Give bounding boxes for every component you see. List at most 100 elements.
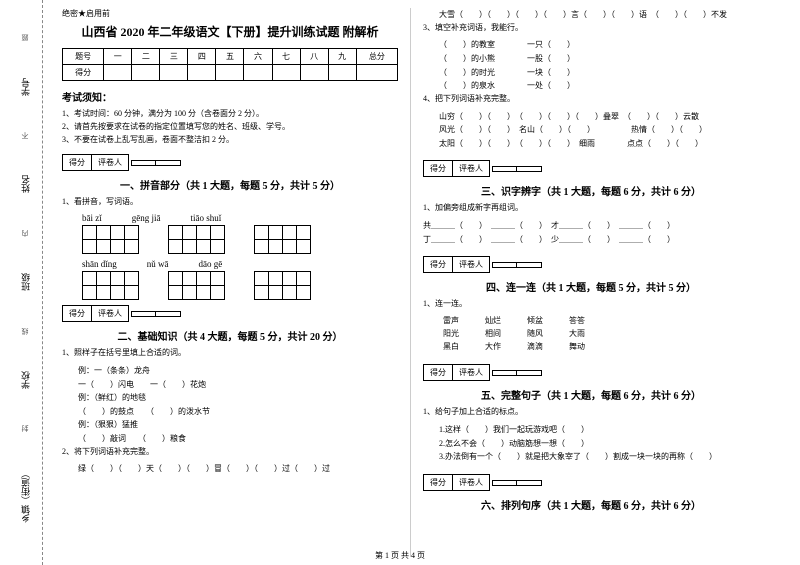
right-column: 大雪（ ）（ ）（ ）（ ）言（ ）（ ）语 （ ）（ ）不发 3、填空补充词语… bbox=[411, 8, 771, 557]
connect-word: 滴滴 bbox=[527, 341, 543, 352]
connect-row: 黑白 大作 滴滴 舞动 bbox=[423, 341, 759, 352]
instruction-item: 2、请首先按要求在试卷的指定位置填写您的姓名、班级、学号。 bbox=[62, 121, 398, 134]
score-label: 得分 bbox=[424, 365, 453, 380]
pinyin: dāo gē bbox=[199, 259, 223, 269]
fill-item: （ ）的小熊 一股（ ） bbox=[439, 52, 759, 66]
score-summary-table: 题号 一 二 三 四 五 六 七 八 九 总分 得分 bbox=[62, 48, 398, 81]
fill-row: 太阳（ ）（ ） （ ）（ ） 细雨 点点（ ）（ ） bbox=[439, 137, 759, 151]
example: 例：一（条条）龙舟 bbox=[78, 364, 398, 378]
page-container: 绝密★启用前 山西省 2020 年二年级语文【下册】提升训练试题 附解析 题号 … bbox=[0, 0, 800, 565]
left-column: 绝密★启用前 山西省 2020 年二年级语文【下册】提升训练试题 附解析 题号 … bbox=[50, 8, 410, 557]
section-1-title: 一、拼音部分（共 1 大题，每题 5 分，共计 5 分） bbox=[62, 177, 398, 192]
score-label: 得分 bbox=[63, 306, 92, 321]
fill-item: （ ）的泼水节 bbox=[150, 407, 210, 416]
fill-item: （ ）的鼓点 bbox=[78, 407, 134, 416]
th: 八 bbox=[300, 49, 328, 65]
char-grid-row bbox=[82, 271, 398, 299]
connect-word: 舞动 bbox=[569, 341, 585, 352]
section-2-title: 二、基础知识（共 4 大题，每题 5 分，共计 20 分） bbox=[62, 328, 398, 343]
margin-mark: 线 bbox=[20, 328, 30, 335]
character-box[interactable] bbox=[168, 225, 224, 253]
section-score-box-empty bbox=[131, 311, 181, 317]
pinyin-row: shān dǐng nǔ wā dāo gē bbox=[82, 259, 398, 269]
question-text: 1、照样子在括号里填上合适的词。 bbox=[62, 347, 398, 360]
connect-word: 大作 bbox=[485, 341, 501, 352]
question-text: 1、连一连。 bbox=[423, 298, 759, 311]
score-label: 得分 bbox=[424, 257, 453, 272]
section-score-box: 得分 评卷人 bbox=[423, 474, 490, 491]
grader-label: 评卷人 bbox=[453, 161, 489, 176]
fill-item: 一（ ）花炮 bbox=[150, 380, 206, 389]
margin-mark: 题 bbox=[20, 34, 30, 41]
section-5-title: 五、完整句子（共 1 大题，每题 6 分，共计 6 分） bbox=[423, 387, 759, 402]
pinyin: nǔ wā bbox=[147, 259, 169, 269]
margin-mark: 不 bbox=[20, 132, 30, 139]
instructions-heading: 考试须知： bbox=[62, 89, 398, 104]
exam-title: 山西省 2020 年二年级语文【下册】提升训练试题 附解析 bbox=[62, 23, 398, 40]
margin-mark: 内 bbox=[20, 230, 30, 237]
section-score-box-empty bbox=[492, 262, 542, 268]
example: 例：（狠狠）猛推 bbox=[78, 418, 398, 432]
connect-word: 阳光 bbox=[443, 328, 459, 339]
section-4-title: 四、连一连（共 1 大题，每题 5 分，共计 5 分） bbox=[423, 279, 759, 294]
character-box[interactable] bbox=[168, 271, 224, 299]
punct-item: 1.这样（ ）我们一起玩游戏吧（ ） bbox=[439, 423, 759, 437]
th: 四 bbox=[188, 49, 216, 65]
section-score-box-empty bbox=[492, 166, 542, 172]
page-footer: 第 1 页 共 4 页 bbox=[0, 550, 800, 561]
connect-row: 雷声 灿烂 倾盆 答答 bbox=[423, 315, 759, 326]
connect-word: 灿烂 bbox=[485, 315, 501, 326]
fill-item: （ ）的时光 一块（ ） bbox=[439, 66, 759, 80]
margin-label-name: 姓名 bbox=[19, 175, 32, 193]
th: 一 bbox=[104, 49, 132, 65]
connect-word: 大雨 bbox=[569, 328, 585, 339]
fold-line bbox=[42, 0, 43, 565]
character-box[interactable] bbox=[82, 225, 138, 253]
fill-row: 绿（ ）（ ）天（ ）（ ）冒（ ）（ ）过（ ）过 bbox=[62, 462, 398, 476]
fill-row: 风光（ ）（ ） 名山（ ）（ ） 热情（ ）（ ） bbox=[439, 123, 759, 137]
pinyin: shān dǐng bbox=[82, 259, 117, 269]
punct-item: 3.办法倒有一个（ ）就是把大象宰了（ ）割成一块一块的再称（ ） bbox=[439, 450, 759, 464]
th: 五 bbox=[216, 49, 244, 65]
fill-item: （ ）的教室 一只（ ） bbox=[439, 38, 759, 52]
section-3-title: 三、识字辨字（共 1 大题，每题 6 分，共计 6 分） bbox=[423, 183, 759, 198]
score-label: 得分 bbox=[63, 155, 92, 170]
instruction-item: 1、考试时间：60 分钟，满分为 100 分（含卷面分 2 分）。 bbox=[62, 108, 398, 121]
fill-item: （ ）粮食 bbox=[142, 434, 186, 443]
character-box[interactable] bbox=[82, 271, 138, 299]
section-score-box: 得分 评卷人 bbox=[423, 160, 490, 177]
margin-label-class: 班级 bbox=[19, 273, 32, 291]
fill-row: 共＿＿＿（ ） ＿＿＿（ ） 才＿＿＿（ ） ＿＿＿（ ） bbox=[423, 219, 759, 233]
character-box[interactable] bbox=[254, 271, 310, 299]
margin-label-id: 学号 bbox=[19, 78, 32, 96]
th: 三 bbox=[160, 49, 188, 65]
grader-label: 评卷人 bbox=[453, 365, 489, 380]
section-score-box: 得分 评卷人 bbox=[62, 154, 129, 171]
margin-label-township: 乡镇（街道） bbox=[19, 469, 32, 523]
row-label: 得分 bbox=[63, 65, 104, 81]
connect-word: 雷声 bbox=[443, 315, 459, 326]
pinyin: tiāo shuǐ bbox=[191, 213, 222, 223]
punct-item: 2.怎么不会（ ）动脑筋想一想（ ） bbox=[439, 437, 759, 451]
pinyin: bāi zǐ bbox=[82, 213, 102, 223]
th: 二 bbox=[132, 49, 160, 65]
connect-row: 阳光 相间 随风 大雨 bbox=[423, 328, 759, 339]
instruction-item: 3、不要在试卷上乱写乱画，卷面不整洁扣 2 分。 bbox=[62, 134, 398, 147]
instructions-list: 1、考试时间：60 分钟，满分为 100 分（含卷面分 2 分）。 2、请首先按… bbox=[62, 108, 398, 146]
connect-word: 随风 bbox=[527, 328, 543, 339]
score-label: 得分 bbox=[424, 475, 453, 490]
table-row: 题号 一 二 三 四 五 六 七 八 九 总分 bbox=[63, 49, 398, 65]
th: 七 bbox=[272, 49, 300, 65]
fill-row: 大雪（ ）（ ）（ ）（ ）言（ ）（ ）语 （ ）（ ）不发 bbox=[423, 8, 759, 22]
character-box[interactable] bbox=[254, 225, 310, 253]
fill-row: 丁＿＿＿（ ） ＿＿＿（ ） 少＿＿＿（ ） ＿＿＿（ ） bbox=[423, 233, 759, 247]
connect-word: 黑白 bbox=[443, 341, 459, 352]
connect-word: 倾盆 bbox=[527, 315, 543, 326]
confidential-tag: 绝密★启用前 bbox=[62, 8, 398, 19]
table-row: 得分 bbox=[63, 65, 398, 81]
section-score-box: 得分 评卷人 bbox=[423, 364, 490, 381]
grader-label: 评卷人 bbox=[453, 475, 489, 490]
section-6-title: 六、排列句序（共 1 大题，每题 6 分，共计 6 分） bbox=[423, 497, 759, 512]
fill-item: （ ）敲词 bbox=[78, 434, 126, 443]
grader-label: 评卷人 bbox=[453, 257, 489, 272]
